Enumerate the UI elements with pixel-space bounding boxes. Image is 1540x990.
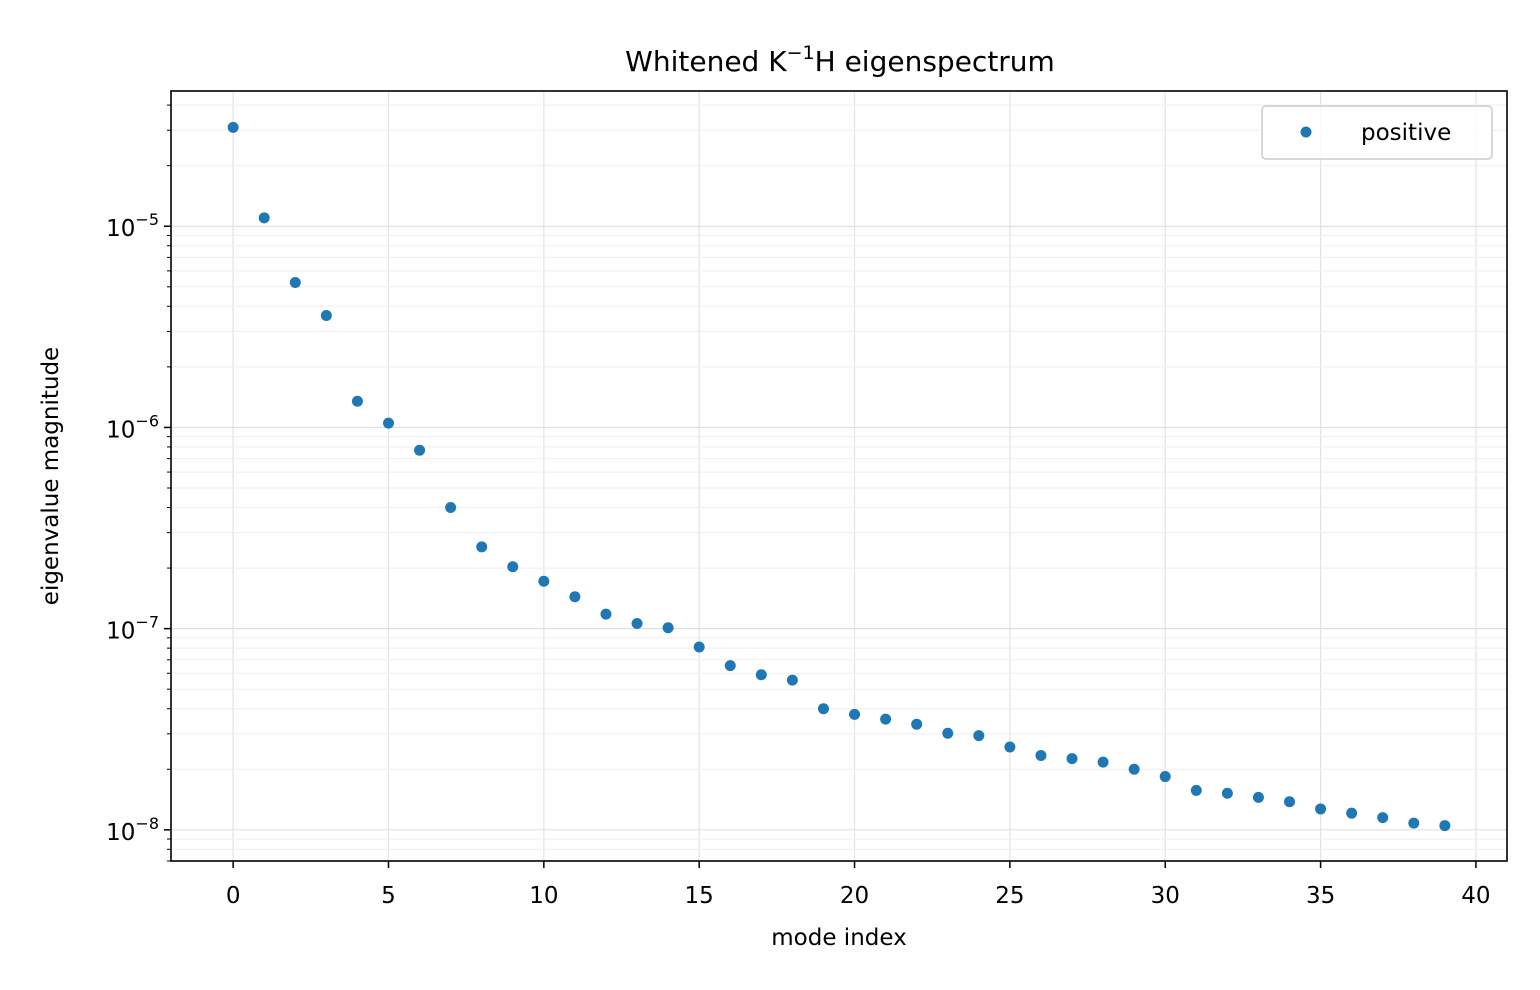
data-points <box>227 121 1451 832</box>
data-point-positive-2 <box>289 277 301 289</box>
y-tick-label: 10−8 <box>106 814 159 846</box>
x-tick-label-10: 10 <box>529 883 558 909</box>
legend-box <box>1261 105 1493 160</box>
data-point-positive-31 <box>1190 784 1202 796</box>
data-point-positive-39 <box>1439 820 1451 832</box>
x-tick-label-20: 20 <box>840 883 869 909</box>
data-point-positive-1 <box>258 212 270 224</box>
data-point-positive-4 <box>351 395 363 407</box>
x-tick-label-25: 25 <box>995 883 1024 909</box>
y-tick-label: 10−6 <box>106 411 159 443</box>
y-tick-label: 10−7 <box>106 613 159 645</box>
data-point-positive-5 <box>382 417 394 429</box>
data-point-positive-12 <box>600 608 612 620</box>
y-tick-label: 10−5 <box>106 210 159 242</box>
data-point-positive-7 <box>445 501 457 513</box>
data-point-positive-13 <box>631 618 643 630</box>
data-point-positive-33 <box>1252 791 1264 803</box>
data-point-positive-11 <box>569 591 581 603</box>
data-point-positive-26 <box>1035 750 1047 762</box>
legend: positive <box>1261 105 1493 160</box>
data-point-positive-28 <box>1097 756 1109 768</box>
data-point-positive-9 <box>507 561 519 573</box>
x-tick-label-30: 30 <box>1151 883 1180 909</box>
data-point-positive-6 <box>414 444 426 456</box>
data-point-positive-19 <box>817 703 829 715</box>
data-point-positive-37 <box>1377 812 1389 824</box>
x-tick-label-0: 0 <box>226 883 241 909</box>
data-point-positive-0 <box>227 121 239 133</box>
legend-marker <box>1300 126 1312 138</box>
data-point-positive-34 <box>1284 796 1296 808</box>
data-point-positive-3 <box>320 310 332 322</box>
data-point-positive-10 <box>538 575 550 587</box>
x-tick-label-40: 40 <box>1461 883 1490 909</box>
data-point-positive-38 <box>1408 817 1420 829</box>
data-point-positive-8 <box>476 541 488 553</box>
x-tick-label-35: 35 <box>1306 883 1335 909</box>
chart-title: Whitened K−1H eigenspectrum <box>625 42 1055 78</box>
data-point-positive-23 <box>942 727 954 739</box>
legend-label-positive: positive <box>1361 120 1451 146</box>
x-tick-label-5: 5 <box>381 883 396 909</box>
data-point-positive-24 <box>973 730 985 742</box>
data-point-positive-27 <box>1066 753 1078 765</box>
data-point-positive-21 <box>880 713 892 725</box>
data-point-positive-22 <box>911 718 923 730</box>
data-point-positive-30 <box>1159 771 1171 783</box>
data-point-positive-32 <box>1221 787 1233 799</box>
data-point-positive-29 <box>1128 763 1140 775</box>
data-point-positive-18 <box>786 674 798 686</box>
data-point-positive-17 <box>755 669 767 681</box>
data-point-positive-35 <box>1315 803 1327 815</box>
data-point-positive-20 <box>849 708 861 720</box>
data-point-positive-15 <box>693 641 705 653</box>
data-point-positive-36 <box>1346 807 1358 819</box>
x-axis-title: mode index <box>771 925 906 951</box>
data-point-positive-16 <box>724 660 736 672</box>
x-tick-label-15: 15 <box>685 883 714 909</box>
y-axis-title: eigenvalue magnitude <box>38 347 64 605</box>
axis-ticks: 0 5 10 15 20 25 30 35 40 10−5 10−6 10−7 10−8 <box>106 104 1491 909</box>
data-point-positive-25 <box>1004 741 1016 753</box>
data-point-positive-14 <box>662 622 674 634</box>
plot-frame <box>170 90 1508 862</box>
